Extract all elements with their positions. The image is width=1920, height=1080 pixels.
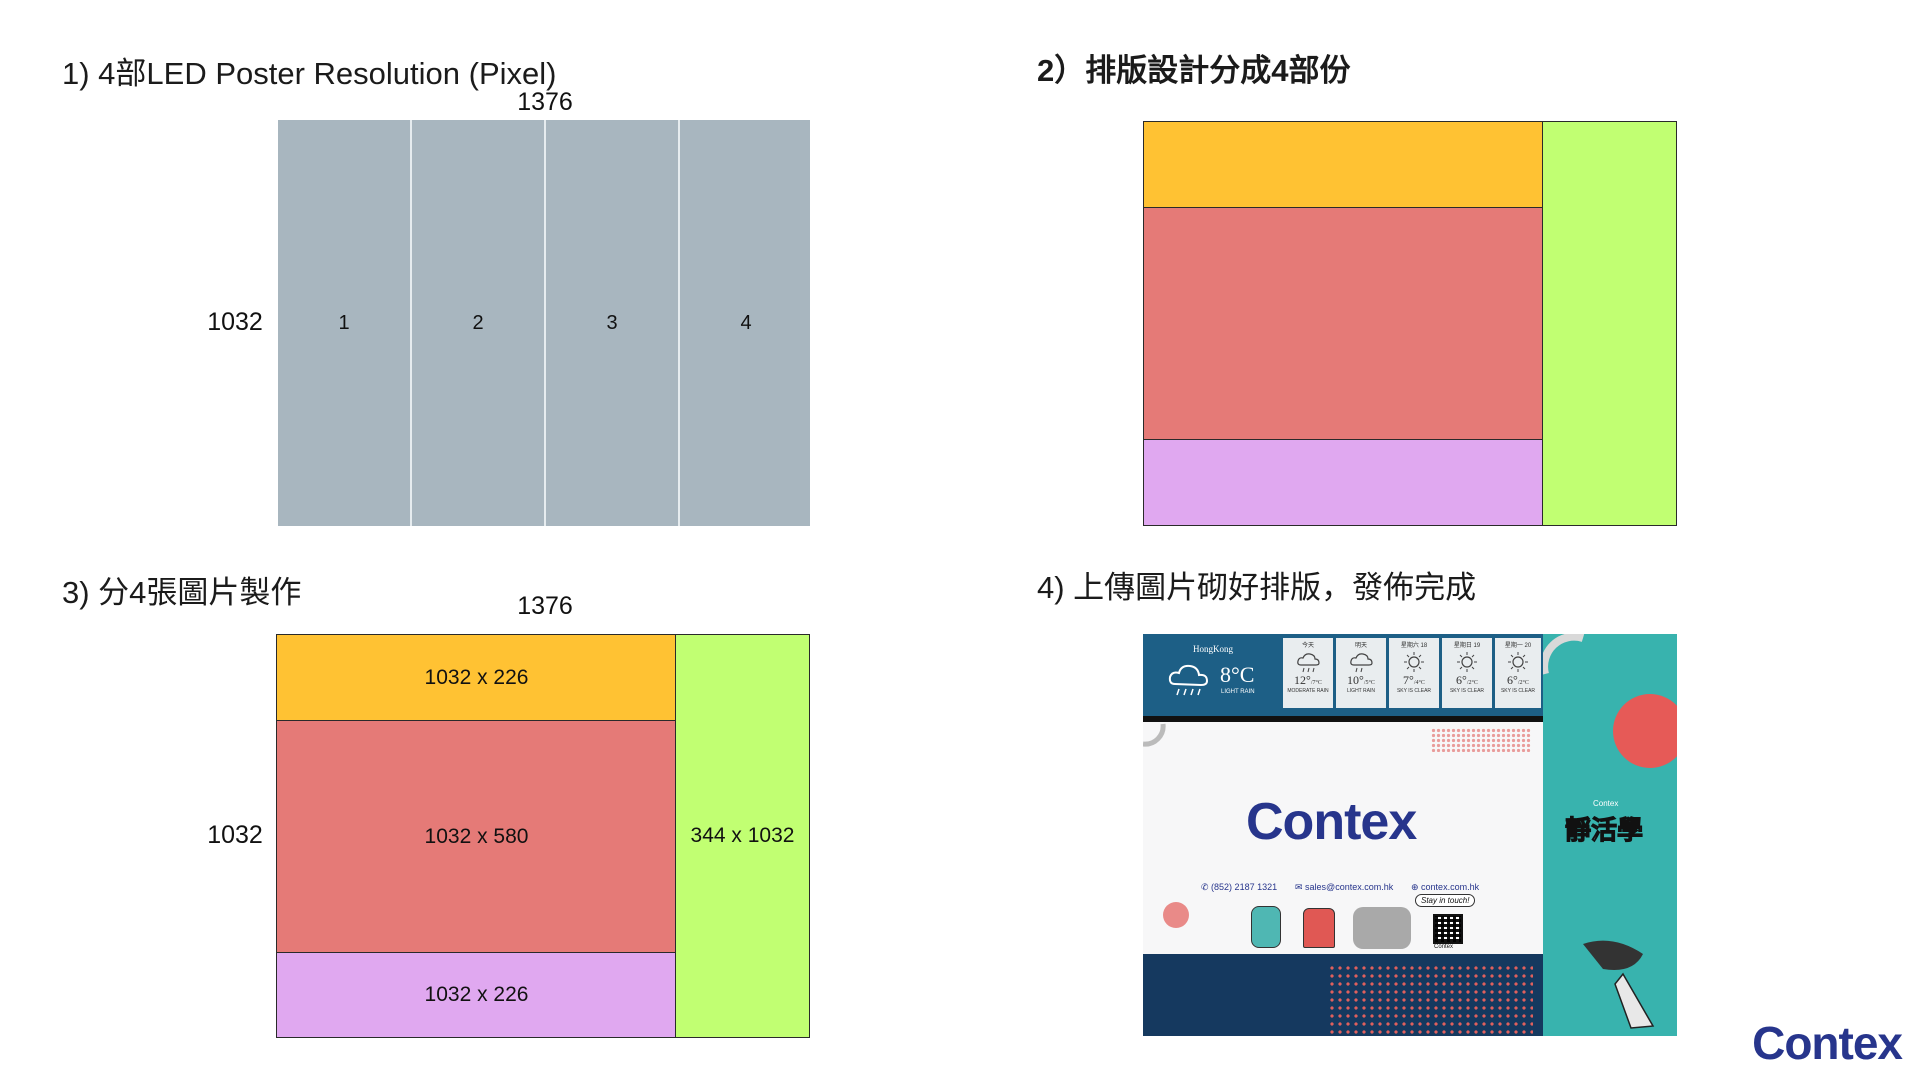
dot-pattern: [1328, 964, 1533, 1034]
panel1-title: 1) 4部LED Poster Resolution (Pixel): [62, 56, 557, 91]
forecast-temp: 6°: [1507, 673, 1518, 687]
forecast-condition: LIGHT RAIN: [1347, 688, 1375, 694]
weather-current-condition: LIGHT RAIN: [1221, 689, 1255, 695]
panel4-title: 4) 上傳圖片砌好排版，發佈完成: [1037, 570, 1477, 605]
led-poster-grid: 1 2 3 4: [278, 120, 810, 526]
led-column-4: 4: [740, 311, 752, 334]
house-illustration: [1303, 908, 1335, 948]
panel3-title: 3) 分4張圖片製作: [62, 575, 302, 610]
forecast-condition: SKY IS CLEAR: [1396, 688, 1432, 694]
speech-bubble: Stay in touch!: [1415, 894, 1476, 907]
forecast-day-label: 星期一 20: [1504, 643, 1532, 649]
image-bottom-size: 1032 x 226: [424, 983, 529, 1006]
web-contact: ⊕ contex.com.hk: [1411, 882, 1480, 892]
rain-cloud-icon: [1168, 664, 1209, 696]
qr-code: [1433, 914, 1463, 944]
poster-middle-section: Contex ✆ (852) 2187 1321 ✉ sales@contex.…: [1143, 722, 1543, 955]
forecast-day-label: 星期六 18: [1400, 643, 1428, 649]
arc-decoration: [1143, 723, 1166, 747]
qr-label: Contex: [1434, 944, 1454, 950]
hand-illustration: [1583, 940, 1655, 1029]
sun-icon: [1508, 652, 1528, 672]
weather-divider: [1143, 716, 1543, 722]
forecast-day: 星期六 18 7°/4°C SKY IS CLEAR: [1389, 638, 1439, 708]
phone-number: (852) 2187 1321: [1211, 882, 1278, 892]
side-title: 靜活學: [1564, 815, 1644, 846]
led-column-1: 1: [338, 311, 350, 334]
led-column-3: 3: [606, 311, 618, 334]
forecast-condition: SKY IS CLEAR: [1500, 688, 1536, 694]
layout-bottom-block: [1143, 439, 1544, 526]
email-contact: ✉ sales@contex.com.hk: [1295, 882, 1394, 892]
forecast-temp: 7°: [1403, 673, 1414, 687]
image-top-block: 1032 x 226: [276, 634, 677, 722]
forecast-condition: MODERATE RAIN: [1287, 688, 1329, 694]
forecast-day: 星期日 19 6°/2°C SKY IS CLEAR: [1442, 638, 1492, 708]
sun-icon: [1457, 652, 1477, 672]
forecast-range: /4°C: [1413, 680, 1425, 686]
layout-plan: [1143, 121, 1677, 526]
panel1-height-label: 1032: [207, 308, 263, 336]
arc-decoration: [1543, 634, 1585, 675]
forecast-temp: 6°: [1456, 673, 1467, 687]
tower-illustration: [1353, 907, 1411, 949]
layout-middle-block: [1143, 207, 1544, 441]
forecast-temp: 10°: [1347, 673, 1364, 687]
panel3-height-label: 1032: [207, 821, 263, 849]
final-poster: HongKong 8°C LIGHT RAIN 今天 12°/7°C MODER…: [1143, 634, 1677, 1036]
panel2-title: 2）排版設計分成4部份: [1037, 53, 1351, 88]
forecast-range: /2°C: [1517, 680, 1529, 686]
image-side-size: 344 x 1032: [690, 824, 795, 847]
forecast-range: /2°C: [1466, 680, 1478, 686]
image-middle-block: 1032 x 580: [276, 720, 677, 954]
image-top-size: 1032 x 226: [424, 666, 529, 689]
contex-brand-logo: Contex: [1752, 1017, 1903, 1069]
panel1-width-label: 1376: [517, 88, 573, 116]
image-middle-size: 1032 x 580: [424, 825, 529, 848]
led-column-2: 2: [472, 311, 484, 334]
weather-city: HongKong: [1193, 644, 1233, 654]
sun-icon: [1404, 652, 1424, 672]
column-divider: [410, 120, 412, 526]
contex-logo: Contex: [1246, 793, 1417, 851]
circle-decoration: [1163, 902, 1189, 928]
side-brand: Contex: [1593, 799, 1619, 808]
image-split-plan: 1032 x 226 1032 x 580 1032 x 226 344 x 1…: [276, 634, 810, 1038]
character-illustration: [1251, 906, 1281, 948]
dot-pattern: [1431, 728, 1531, 752]
forecast-day: 明天 10°/5°C LIGHT RAIN: [1336, 638, 1386, 708]
email-address: sales@contex.com.hk: [1305, 882, 1394, 892]
phone-contact: ✆ (852) 2187 1321: [1201, 882, 1278, 892]
poster-bottom-section: [1143, 954, 1543, 1036]
weather-strip: HongKong 8°C LIGHT RAIN 今天 12°/7°C MODER…: [1143, 634, 1543, 716]
image-side-block: 344 x 1032: [675, 634, 810, 1038]
forecast-day-label: 今天: [1301, 643, 1314, 649]
weather-current-temp: 8°C: [1220, 662, 1255, 687]
forecast-temp: 12°: [1294, 673, 1311, 687]
forecast-condition: SKY IS CLEAR: [1449, 688, 1485, 694]
image-bottom-block: 1032 x 226: [276, 952, 677, 1038]
web-address: contex.com.hk: [1421, 882, 1480, 892]
rain-cloud-icon: [1350, 653, 1373, 673]
forecast-day-label: 明天: [1354, 643, 1367, 649]
forecast-range: /5°C: [1363, 680, 1375, 686]
weather-current: HongKong 8°C LIGHT RAIN: [1143, 634, 1280, 716]
column-divider: [678, 120, 680, 526]
rain-cloud-icon: [1297, 653, 1320, 673]
forecast-day: 星期一 20 6°/2°C SKY IS CLEAR: [1495, 638, 1541, 708]
poster-side-section: Contex 靜活學: [1543, 634, 1677, 1036]
circle-decoration: [1613, 694, 1677, 768]
forecast-day: 今天 12°/7°C MODERATE RAIN: [1283, 638, 1333, 708]
forecast-day-label: 星期日 19: [1453, 643, 1481, 649]
panel3-width-label: 1376: [517, 592, 573, 620]
forecast-range: /7°C: [1310, 680, 1322, 686]
column-divider: [544, 120, 546, 526]
layout-top-block: [1143, 121, 1544, 209]
layout-side-block: [1542, 121, 1677, 526]
